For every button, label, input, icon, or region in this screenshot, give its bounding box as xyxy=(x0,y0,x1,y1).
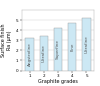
Text: Ultrafine: Ultrafine xyxy=(84,36,88,53)
Text: Superfine: Superfine xyxy=(56,39,60,59)
X-axis label: Graphite grades: Graphite grades xyxy=(38,79,78,84)
Text: Surface finish
Ra (μm): Surface finish Ra (μm) xyxy=(1,24,13,57)
Bar xyxy=(40,36,48,71)
Bar xyxy=(68,23,76,71)
Bar xyxy=(54,28,62,71)
Text: Angstrofine: Angstrofine xyxy=(28,43,32,66)
Bar xyxy=(82,18,91,71)
Bar xyxy=(25,38,34,71)
Text: Ultrafine: Ultrafine xyxy=(42,45,46,62)
Text: Fine: Fine xyxy=(70,43,74,51)
